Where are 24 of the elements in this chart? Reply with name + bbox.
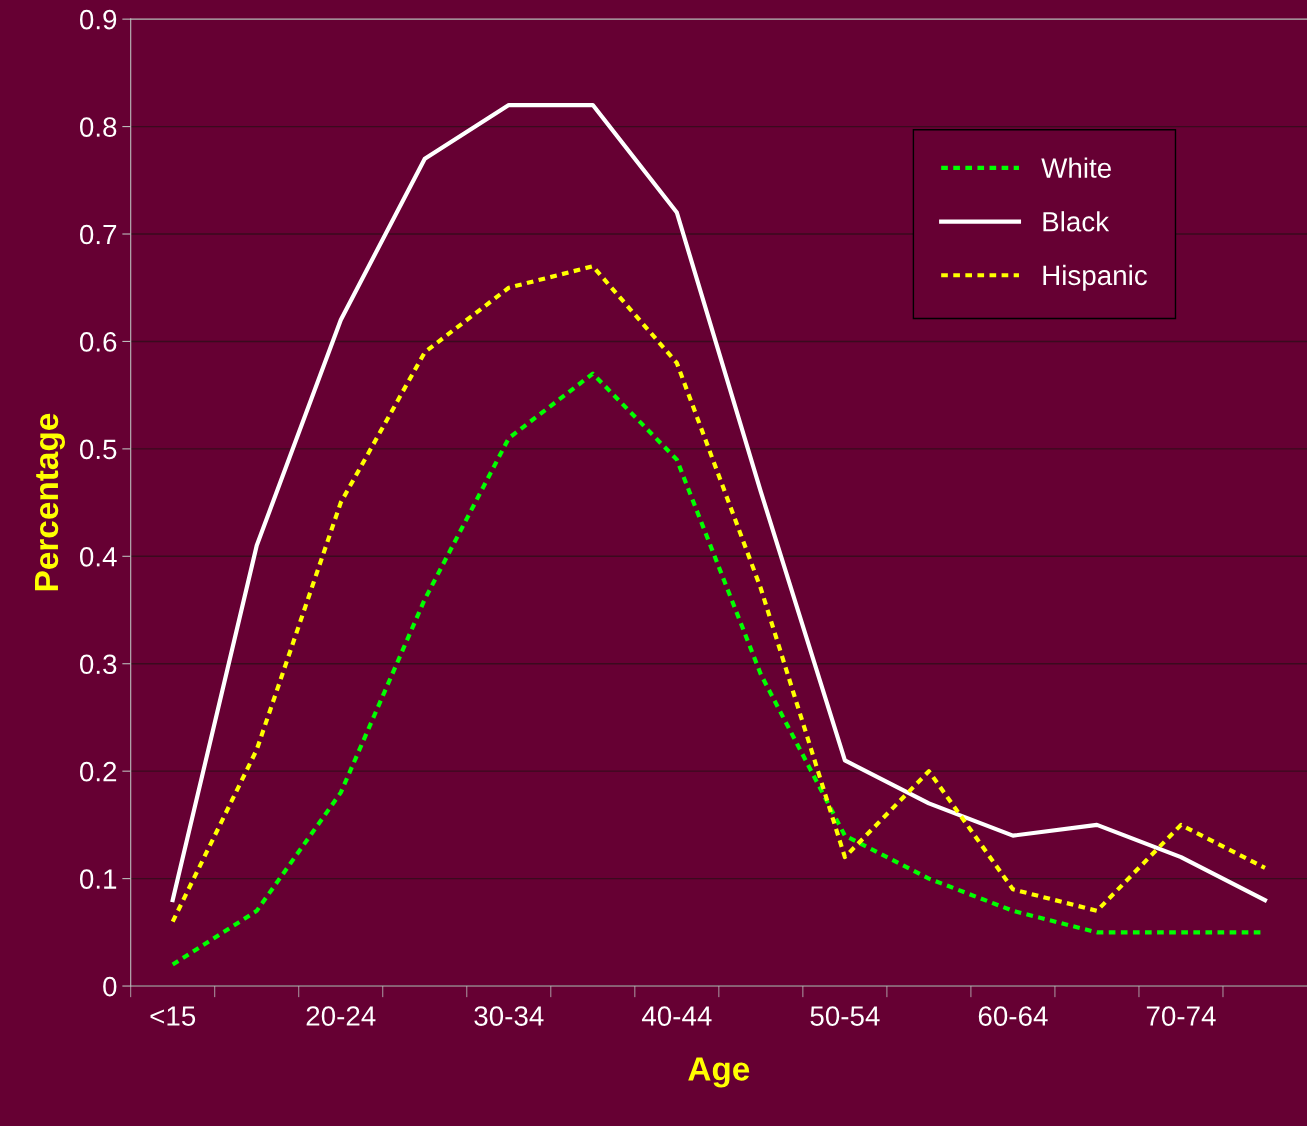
y-tick-label: 0.1: [79, 869, 117, 889]
y-tick-label: 0.3: [79, 654, 117, 675]
x-tick-label: 30-34: [474, 1006, 544, 1026]
x-tick-label: 60-64: [978, 1006, 1048, 1026]
x-tick-label: 70-74: [1146, 1006, 1216, 1026]
x-tick-label: 50-54: [810, 1006, 880, 1026]
y-axis-title: Percentage: [35, 413, 66, 591]
legend-label: White: [1041, 157, 1111, 178]
y-tick-label: 0.6: [79, 332, 117, 352]
y-tick-label: 0.7: [79, 224, 117, 245]
x-tick-label: 40-44: [641, 1006, 712, 1026]
y-tick-label: 0.2: [79, 761, 117, 782]
y-tick-label: 0.8: [79, 117, 117, 137]
x-axis-title: Age: [688, 1057, 750, 1088]
y-tick-label: 0.4: [79, 546, 117, 567]
y-tick-label: 0: [103, 976, 117, 997]
legend-label: Hispanic: [1043, 264, 1147, 291]
line-series: [170, 264, 1268, 924]
y-tick-label: 0.9: [79, 9, 117, 30]
x-tick-label: <15: [150, 1006, 196, 1026]
legend-label: Black: [1043, 211, 1110, 232]
y-tick-label: 0.5: [79, 439, 117, 460]
line-series: [170, 103, 1268, 903]
x-tick-label: 20-24: [306, 1006, 376, 1026]
